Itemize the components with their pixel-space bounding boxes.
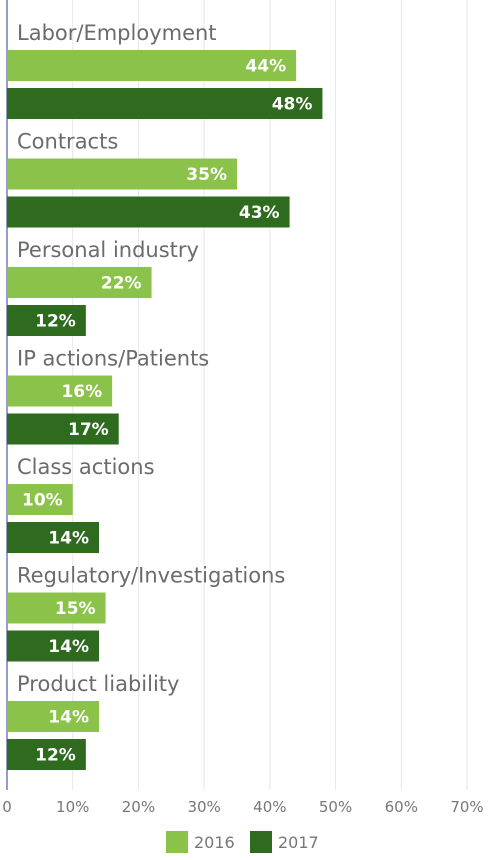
bar-2017	[7, 739, 86, 770]
data-label: 15%	[55, 599, 96, 619]
gridlines	[72, 0, 468, 790]
bar-2016	[7, 267, 152, 298]
category-label: Product liability	[17, 672, 179, 696]
data-label: 43%	[239, 203, 280, 223]
data-label: 14%	[48, 637, 89, 657]
x-tick-label: 10%	[56, 798, 89, 816]
data-label: 14%	[48, 529, 89, 549]
bar-2016	[7, 701, 99, 732]
category-label: Regulatory/Investigations	[17, 564, 285, 588]
data-label: 10%	[22, 491, 63, 511]
bars: 44% 48% 35% 43% 22% 12% 16% 17% 10% 14% 15% 14% 14% 1…	[7, 50, 323, 770]
legend-swatch-2016	[166, 831, 188, 853]
x-tick-label: 60%	[385, 798, 418, 816]
bar-2017	[7, 630, 99, 662]
data-label: 16%	[61, 382, 102, 402]
legend-label: 2017	[278, 833, 319, 852]
x-tick-label: 50%	[319, 798, 352, 816]
bar-2016	[7, 50, 297, 81]
bar-2016	[7, 158, 237, 190]
category-label: IP actions/Patients	[17, 347, 209, 371]
bar-2016	[7, 375, 113, 407]
bar-2017	[7, 88, 323, 119]
x-tick-label: 70%	[450, 798, 483, 816]
bar-2017	[7, 196, 290, 228]
bar-2016	[7, 484, 73, 515]
data-label: 35%	[186, 165, 227, 185]
category-label: Contracts	[17, 130, 118, 154]
x-tick-label: 40%	[253, 798, 286, 816]
data-label: 12%	[35, 746, 76, 766]
data-label: 44%	[245, 57, 286, 77]
x-tick-label: 20%	[122, 798, 155, 816]
category-label: Personal industry	[17, 238, 199, 262]
x-tick-label: 30%	[187, 798, 220, 816]
category-label: Labor/Employment	[17, 21, 217, 45]
category-labels: Labor/Employment Contracts Personal indust…	[17, 21, 285, 696]
category-label: Class actions	[17, 455, 155, 479]
bar-2017	[7, 305, 86, 336]
x-axis-ticks: 0 10% 20% 30% 40% 50% 60% 70%	[2, 798, 483, 816]
bar-2017	[7, 413, 119, 445]
data-label: 12%	[35, 312, 76, 332]
data-label: 48%	[272, 95, 313, 115]
bar-2016	[7, 592, 106, 624]
legend-label: 2016	[194, 833, 235, 852]
data-label: 14%	[48, 708, 89, 728]
data-label: 17%	[68, 420, 109, 440]
bar-2017	[7, 522, 99, 553]
x-tick-label: 0	[2, 798, 12, 816]
legend: 2016 2017	[166, 831, 319, 853]
data-label: 22%	[101, 274, 142, 294]
legend-swatch-2017	[250, 831, 272, 853]
